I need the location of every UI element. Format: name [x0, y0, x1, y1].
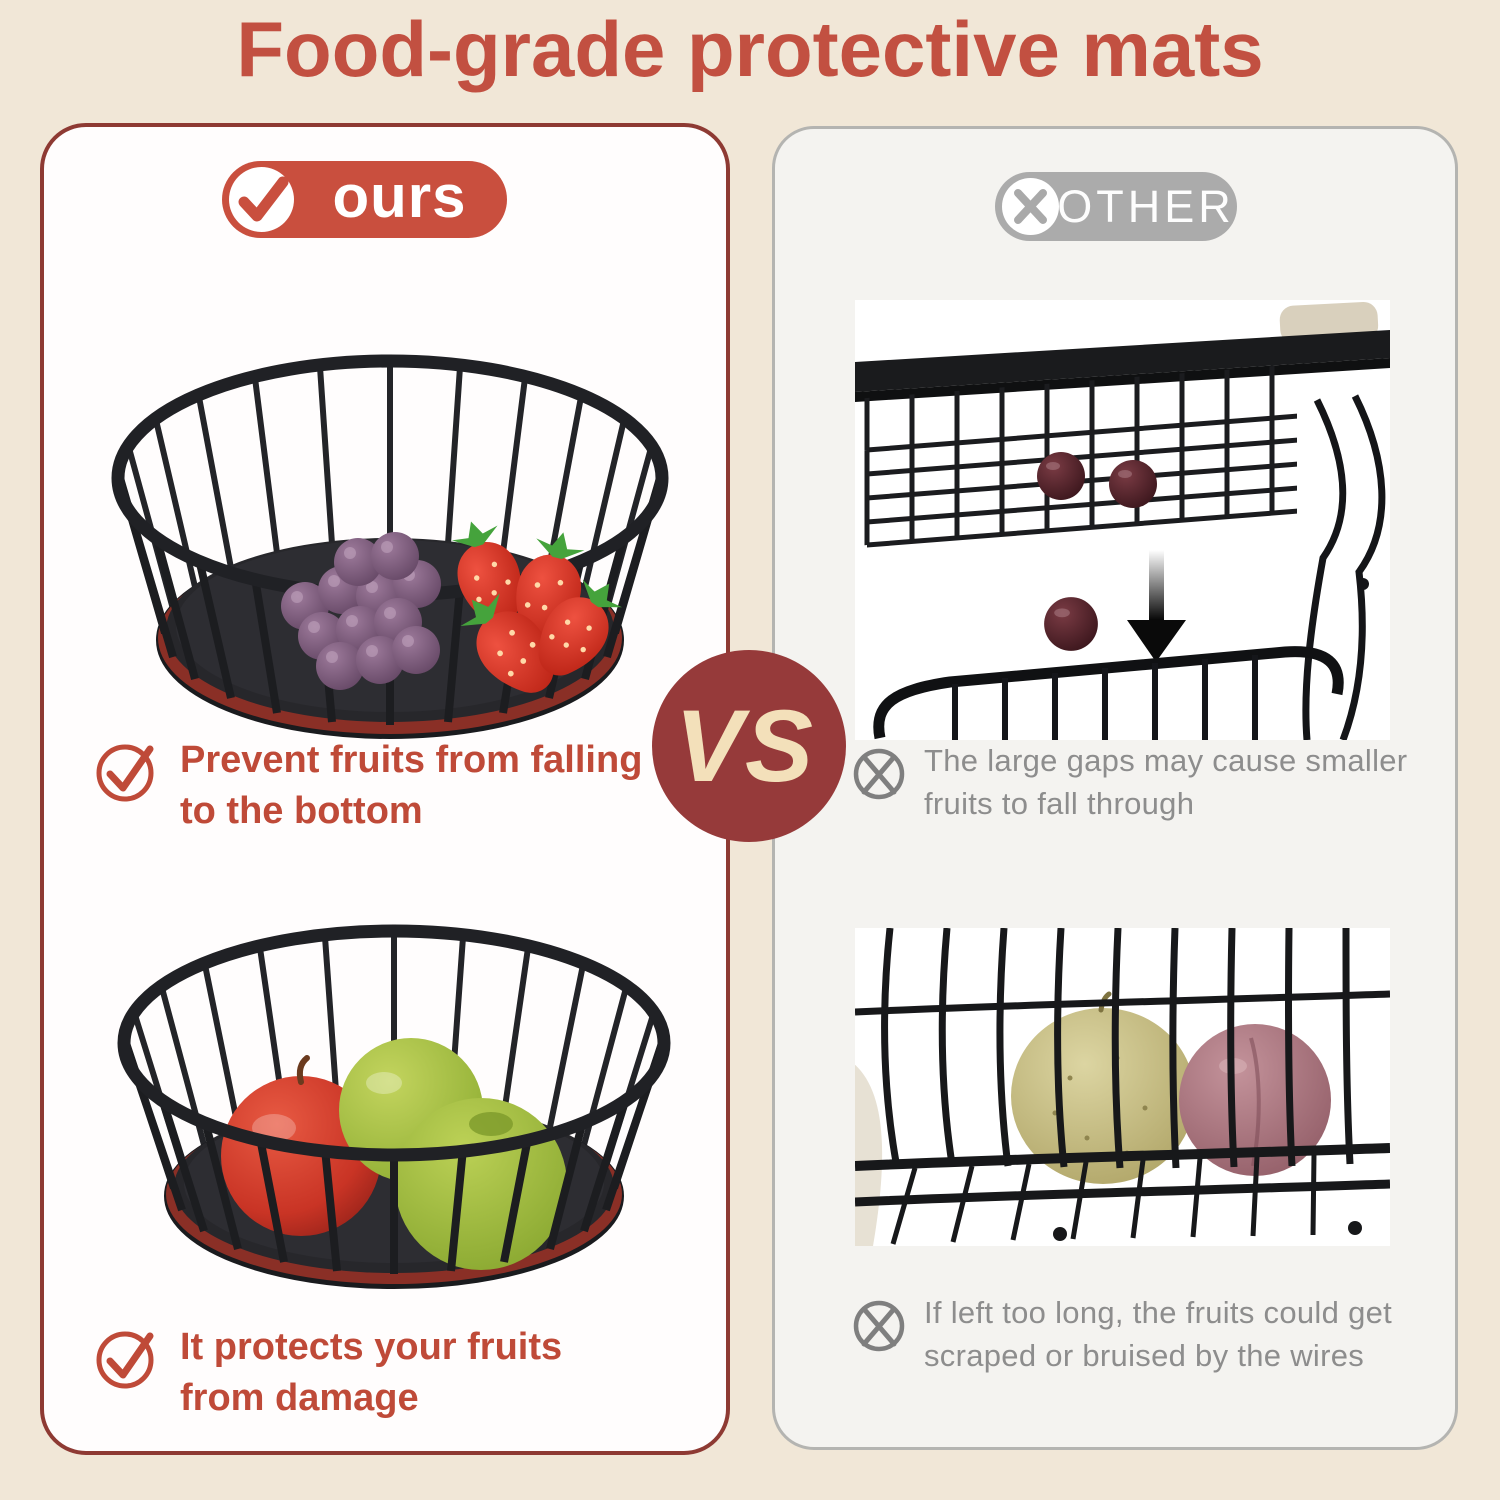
ours-photo-apples [88, 878, 700, 1308]
ours-bullet-text: It protects your fruits from damage [180, 1326, 563, 1419]
check-circle-icon [92, 733, 160, 810]
ours-photo-grapes-strawberries [90, 278, 690, 818]
other-photo-bruised-fruit [843, 927, 1391, 1246]
other-bullet-large-gaps: The large gaps may cause smaller fruits … [850, 740, 1430, 826]
ours-badge-label: ours [332, 163, 467, 230]
x-circle-icon [850, 1292, 908, 1361]
other-badge: OTHER [995, 172, 1237, 241]
ours-badge: ours [222, 161, 507, 238]
ours-bullet-text: Prevent fruits from falling to the botto… [180, 739, 643, 832]
other-badge-label: OTHER [1057, 180, 1235, 232]
vs-badge: VS [652, 650, 846, 842]
vs-label: VS [674, 688, 816, 803]
x-circle-icon [850, 740, 908, 809]
page-title: Food-grade protective mats [236, 5, 1264, 93]
other-photo-falling-fruit [855, 300, 1390, 742]
x-circle-icon [1002, 178, 1059, 235]
ours-bullet-protects: It protects your fruits from damage [92, 1320, 692, 1423]
check-circle-icon [229, 167, 294, 232]
other-bullet-text: If left too long, the fruits could get s… [924, 1295, 1393, 1373]
other-bullet-scraped: If left too long, the fruits could get s… [850, 1292, 1430, 1378]
other-bullet-text: The large gaps may cause smaller fruits … [924, 743, 1408, 821]
ours-bullet-prevent-falling: Prevent fruits from falling to the botto… [92, 733, 692, 836]
check-circle-icon [92, 1320, 160, 1397]
